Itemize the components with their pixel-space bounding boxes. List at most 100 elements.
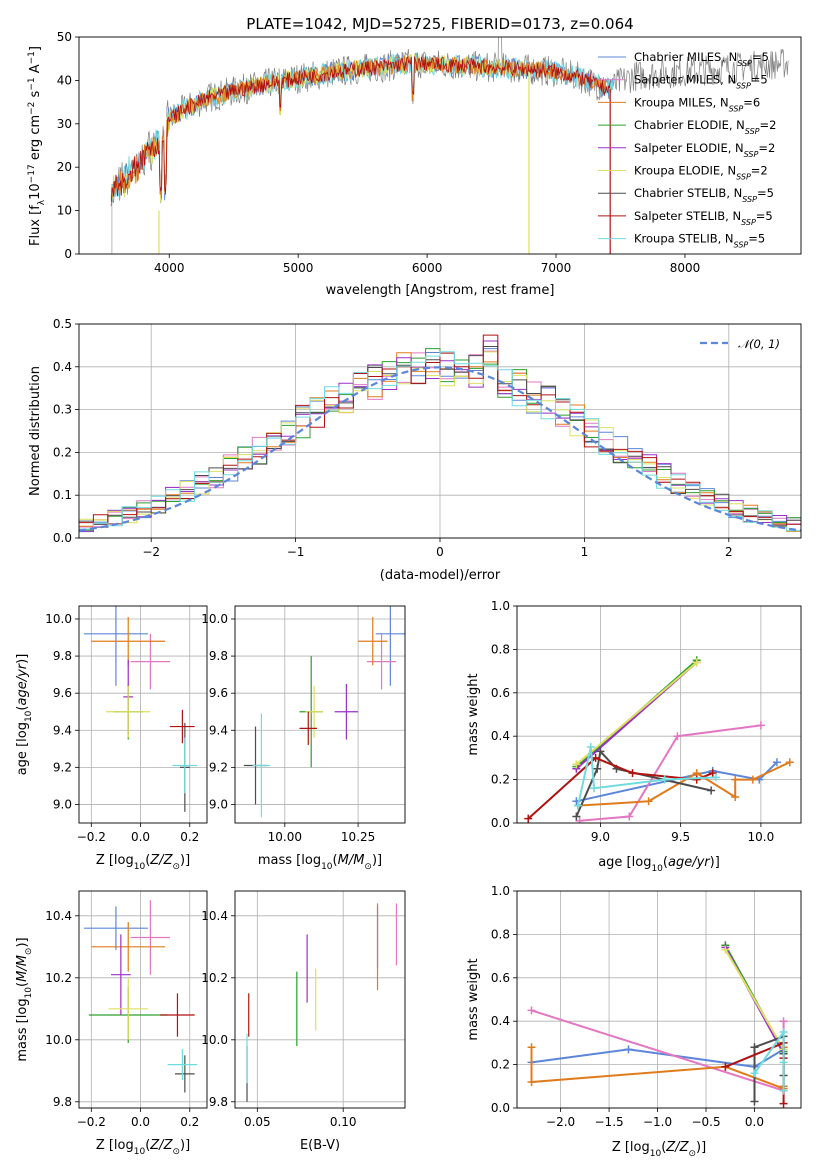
mass-weight-vs-age-line-salpeter-stelib [527,756,714,820]
residuals-xtick-label-0: −2 [142,545,160,559]
spectrum-xlabel: wavelength [Angstrom, rest frame] [326,283,555,298]
spectrum-frame [78,36,802,255]
residuals-hist-kroupa-elodie [79,351,801,532]
mass-vs-z-xlabel: Z [log10(Z/Z⊙)] [96,1138,190,1157]
mass-weight-vs-z-marker-kroupa-stelib-0 [750,1069,759,1078]
mass-weight-vs-age-marker-kroupa-stelib-2 [590,784,599,793]
mass-weight-vs-z-ytick-label-4: 0.8 [491,927,510,941]
age-vs-mass-xtick-label-1: 10.25 [341,830,375,844]
mass-weight-vs-z-marker-chabrier-stelib-0 [750,1097,759,1106]
mass-weight-vs-age-xtick-label-0: 9.0 [591,830,610,844]
mass-weight-vs-age-marker-salpeter-stelib-0 [524,814,533,823]
mass-weight-vs-z-xtick-label-3: −0.5 [691,1115,720,1129]
spectrum-legend-label-1: Salpeter MILES, NSSP=5 [634,73,768,91]
mass-weight-vs-age-line-chabrier-stelib [575,749,712,817]
mass-weight-vs-z-xtick-label-1: −1.5 [595,1115,624,1129]
mass-weight-vs-age-ylabel: mass weight [466,673,481,755]
mass-weight-vs-z-line-kroupa-elodie [724,949,785,1050]
age-vs-mass-ytick-label-0: 9.0 [209,797,228,811]
mass-weight-vs-z-marker-kroupa-stelib-3 [779,1086,788,1095]
mass-weight-vs-age-xtick-label-2: 10.0 [748,830,775,844]
spectrum-ytick-label-3: 30 [57,117,72,131]
residuals-hist-salpeter-stelib [79,334,801,525]
mass-vs-z-xtick-label-2: 0.2 [180,1115,199,1129]
mass-vs-z-ytick-label-2: 10.2 [45,971,72,985]
mass-vs-ebv-points [246,903,398,1102]
age-vs-mass-points [243,606,405,818]
mass-weight-vs-age-marker-salpeter-miles-1 [625,812,634,821]
spectrum-xtick-label-4: 8000 [670,261,701,275]
mass-weight-vs-age-frame [516,605,802,824]
mass-vs-z-ytick-label-0: 9.8 [53,1095,72,1109]
mass-weight-vs-age-line-chabrier-miles [576,761,778,803]
residuals-ytick-label-5: 0.5 [53,317,72,331]
age-vs-z-ytick-label-2: 9.4 [53,723,72,737]
mass-weight-vs-age-marker-kroupa-stelib-0 [573,801,582,810]
residuals-ytick-label-4: 0.4 [53,360,72,374]
spectrum-legend-label-3: Chabrier ELODIE, NSSP=2 [634,118,776,136]
spectrum-legend-label-5: Kroupa ELODIE, NSSP=2 [634,164,768,182]
mass-weight-vs-age-marker-kroupa-elodie-0 [572,760,581,769]
mass-weight-vs-z-marker-chabrier-miles-1 [624,1045,633,1054]
mass-weight-vs-z-line-chabrier-miles [531,1048,785,1068]
residuals-xtick-label-3: 1 [581,545,589,559]
mass-weight-vs-z-marker-salpeter-miles-0 [527,1006,536,1015]
residuals-frame [78,323,802,539]
spectrum-xtick-label-2: 6000 [412,261,443,275]
mass-weight-vs-age-marker-kroupa-miles-3 [731,792,740,801]
mass-vs-ebv-frame [234,890,406,1109]
spectrum-xtick-label-0: 4000 [154,261,185,275]
age-vs-mass-xlabel: mass [log10(M/M⊙)] [258,853,382,872]
mass-weight-vs-age-ytick-label-4: 0.8 [491,642,510,656]
residuals-legend-label: 𝒩(0, 1) [738,337,780,351]
residuals-panel: −2 −1 0 1 2 0.0 0.1 0.2 0.3 0.4 0.5 𝒩(0, 1) (data-mo… [28,317,802,583]
mass-vs-z-panel: −0.2 0.0 0.2 9.8 10.0 10.2 10.4 Z [log10(Z/Z⊙)]… [15,890,208,1157]
age-vs-mass-xtick-label-0: 10.00 [268,830,302,844]
mass-weight-vs-z-marker-kroupa-miles-1 [527,1077,536,1086]
spectrum-panel: 4000 5000 6000 7000 8000 0 10 20 30 40 50 Chabrier … [27,30,802,298]
mass-weight-vs-age-marker-chabrier-stelib-0 [572,812,581,821]
residuals-ytick-label-3: 0.3 [53,403,72,417]
age-vs-mass-ytick-label-1: 9.2 [209,760,228,774]
mass-weight-vs-z-ytick-label-2: 0.4 [491,1014,510,1028]
spectrum-legend-label-7: Salpeter STELIB, NSSP=5 [634,209,773,227]
mass-weight-vs-z-marker-kroupa-miles-0 [527,1043,536,1052]
spectrum-ytick-label-5: 50 [57,30,72,44]
mass-vs-z-xtick-label-0: −0.2 [77,1115,106,1129]
age-vs-z-ytick-label-0: 9.0 [53,797,72,811]
mass-weight-vs-z-marker-kroupa-elodie-0 [721,945,730,954]
mass-weight-vs-z-panel: −2.0 −1.5 −1.0 −0.5 0.0 0.0 0.2 0.4 0.6 0.8 1.0 Z [… [466,884,802,1159]
mass-weight-vs-age-ytick-label-2: 0.4 [491,729,510,743]
spectrum-ytick-label-2: 20 [57,160,72,174]
mass-weight-vs-age-marker-salpeter-stelib-2 [628,769,637,778]
mass-vs-ebv-xtick-label-1: 0.10 [330,1115,357,1129]
mass-vs-ebv-ytick-label-1: 10.0 [201,1033,228,1047]
mass-vs-z-ytick-label-1: 10.0 [45,1033,72,1047]
age-vs-mass-frame [234,605,406,824]
mass-weight-vs-z-xtick-label-4: 0.0 [745,1115,764,1129]
age-vs-z-xtick-label-0: −0.2 [77,830,106,844]
mass-weight-vs-age-xtick-label-1: 9.5 [671,830,690,844]
residuals-xtick-label-4: 2 [725,545,733,559]
mass-weight-vs-z-xlabel: Z [log10(Z/Z⊙)] [612,1140,706,1159]
spectrum-ylabel: Flux [fλ10−17 erg cm−2 s−1 A−1] [27,46,47,246]
age-vs-mass-ytick-label-5: 10.0 [201,612,228,626]
mass-weight-vs-age-ytick-label-3: 0.6 [491,686,510,700]
mass-weight-vs-age-line-kroupa-elodie [575,661,698,766]
mass-weight-vs-z-marker-salpeter-stelib-3 [779,1099,788,1108]
mass-vs-ebv-ytick-label-0: 9.8 [209,1095,228,1109]
mass-weight-vs-age-marker-salpeter-miles-0 [575,816,584,823]
mass-weight-vs-z-xtick-label-0: −2.0 [546,1115,575,1129]
figure-title: PLATE=1042, MJD=52725, FIBERID=0173, z=0… [246,15,633,33]
mass-weight-vs-z-ytick-label-1: 0.2 [491,1058,510,1072]
age-vs-z-points [83,606,198,812]
mass-weight-vs-age-marker-kroupa-miles-1 [644,797,653,806]
spectrum-ytick-label-1: 10 [57,204,72,218]
mass-weight-vs-age-marker-salpeter-stelib-4 [708,769,717,778]
mass-weight-vs-age-marker-kroupa-miles-5 [748,775,757,784]
mass-weight-vs-z-xtick-label-2: −1.0 [643,1115,672,1129]
residuals-xtick-label-2: 0 [436,545,444,559]
mass-weight-vs-age-ytick-label-5: 1.0 [491,599,510,613]
spectrum-xtick-label-3: 7000 [541,261,572,275]
mass-weight-vs-age-marker-kroupa-stelib-4 [711,773,720,782]
